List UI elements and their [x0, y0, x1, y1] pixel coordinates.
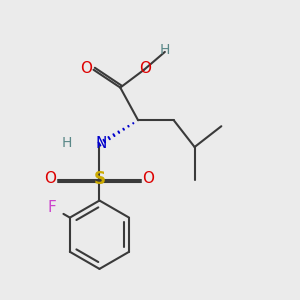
Text: S: S	[94, 170, 106, 188]
Text: N: N	[96, 136, 107, 151]
Text: O: O	[140, 61, 152, 76]
Text: H: H	[61, 136, 72, 150]
Text: O: O	[142, 171, 154, 186]
Text: H: H	[160, 44, 170, 57]
Text: F: F	[47, 200, 56, 215]
Text: O: O	[80, 61, 92, 76]
Text: O: O	[44, 171, 56, 186]
